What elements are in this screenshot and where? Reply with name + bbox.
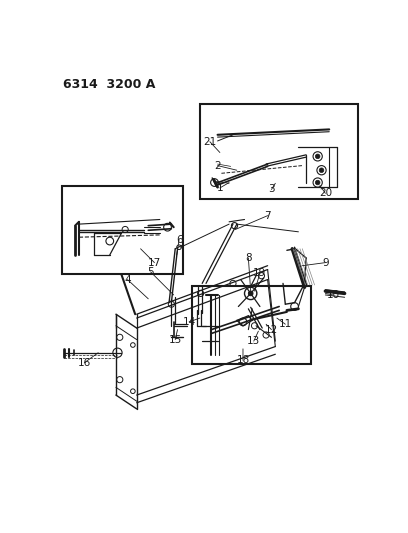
Circle shape <box>248 291 253 296</box>
Text: 20: 20 <box>319 188 332 198</box>
Text: 13: 13 <box>247 336 260 346</box>
Text: 10: 10 <box>326 290 339 300</box>
Text: 6314  3200 A: 6314 3200 A <box>63 78 155 91</box>
Text: 18: 18 <box>236 356 250 366</box>
Text: 17: 17 <box>148 257 161 268</box>
Text: 7: 7 <box>264 211 271 221</box>
Text: 4: 4 <box>124 274 131 285</box>
Bar <box>200 104 359 199</box>
Text: 3: 3 <box>268 184 275 195</box>
Bar <box>192 287 311 364</box>
Circle shape <box>315 180 320 185</box>
Text: 1: 1 <box>217 183 223 193</box>
Text: 15: 15 <box>169 335 182 345</box>
Text: 2: 2 <box>214 160 221 171</box>
Text: 9: 9 <box>322 257 329 268</box>
Text: 21: 21 <box>203 137 217 147</box>
Text: 6: 6 <box>176 235 182 245</box>
Text: 11: 11 <box>279 319 292 329</box>
Text: 14: 14 <box>182 317 196 327</box>
Text: 12: 12 <box>265 325 278 335</box>
Circle shape <box>319 168 324 173</box>
Text: 19: 19 <box>253 269 266 278</box>
Text: 16: 16 <box>78 358 91 368</box>
Text: 5: 5 <box>147 267 154 277</box>
Text: 8: 8 <box>245 253 252 263</box>
Circle shape <box>315 154 320 159</box>
Bar <box>62 187 183 274</box>
